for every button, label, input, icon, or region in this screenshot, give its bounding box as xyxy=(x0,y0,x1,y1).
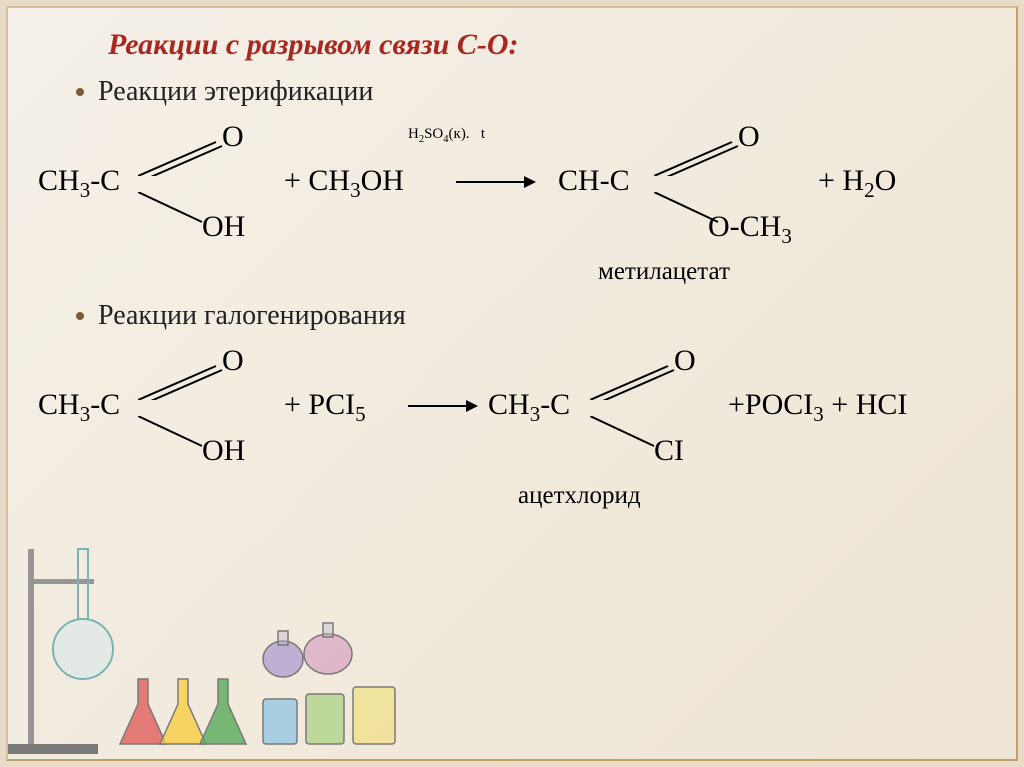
r2-ch3c: CH3-C xyxy=(38,388,120,427)
section2-heading-row: Реакции галогенирования xyxy=(98,300,986,332)
section2-heading: Реакции галогенирования xyxy=(98,300,406,332)
glassware-image xyxy=(8,539,428,759)
caption-2: ацетхлорид xyxy=(518,482,986,510)
p1-chc: CH-C xyxy=(558,164,630,198)
t: 3 xyxy=(80,402,91,426)
r2-plus-pcl5: + PCI5 xyxy=(284,388,366,427)
t: -C xyxy=(90,164,120,197)
dblbond-2c xyxy=(590,360,680,400)
bond-1d xyxy=(654,192,734,226)
t: OH xyxy=(361,164,404,197)
t: O xyxy=(875,164,897,197)
reaction-arrow-1 xyxy=(456,172,536,192)
conditions: H2SO4(к). t xyxy=(408,126,485,145)
t: -C xyxy=(540,388,570,421)
t: CH xyxy=(38,388,80,421)
reaction-1: CH3-C O OH + CH3OH H2SO4(к). t CH-C O O-… xyxy=(38,114,986,254)
t: + CH xyxy=(284,164,350,197)
t: t xyxy=(481,126,485,142)
section1-heading-row: Реакции этерификации xyxy=(98,76,986,108)
t: 3 xyxy=(80,178,91,202)
t: 3 xyxy=(350,178,361,202)
reaction-2: CH3-C O OH + PCI5 CH3-C O CI xyxy=(38,338,986,478)
p2-plus-pocl3-hcl: +POCI3 + HCI xyxy=(728,388,907,427)
t: 3 xyxy=(813,402,824,426)
p2-ch3c: CH3-C xyxy=(488,388,570,427)
slide-body: Реакции с разрывом связи С-О: Реакции эт… xyxy=(6,6,1018,761)
t: -C xyxy=(90,388,120,421)
t: 2 xyxy=(864,178,875,202)
section1-heading: Реакции этерификации xyxy=(98,76,373,108)
t: + PCI xyxy=(284,388,355,421)
t: (к). xyxy=(449,126,470,142)
reaction-arrow-2 xyxy=(408,396,478,416)
bullet-icon xyxy=(76,312,84,320)
outer-frame: Реакции с разрывом связи С-О: Реакции эт… xyxy=(0,0,1024,767)
dblbond-1a xyxy=(138,136,228,176)
t: + H xyxy=(818,164,864,197)
t: +POCI xyxy=(728,388,813,421)
bullet-icon xyxy=(76,88,84,96)
t: H xyxy=(408,126,419,142)
t: + HCI xyxy=(824,388,908,421)
r1-plus-ch3oh: + CH3OH xyxy=(284,164,404,203)
r1-ch3c: CH3-C xyxy=(38,164,120,203)
slide-title: Реакции с разрывом связи С-О: xyxy=(108,28,986,62)
bond-1b xyxy=(138,192,218,226)
dblbond-1c xyxy=(654,136,744,176)
bond-2d xyxy=(590,416,670,450)
t: 3 xyxy=(530,402,541,426)
p1-plus-h2o: + H2O xyxy=(818,164,896,203)
dblbond-2a xyxy=(138,360,228,400)
t: 3 xyxy=(781,224,792,248)
t: CH xyxy=(38,164,80,197)
t: CH xyxy=(488,388,530,421)
bond-2b xyxy=(138,416,218,450)
t: 5 xyxy=(355,402,366,426)
caption-1: метилацетат xyxy=(598,258,986,286)
t: SO xyxy=(424,126,443,142)
